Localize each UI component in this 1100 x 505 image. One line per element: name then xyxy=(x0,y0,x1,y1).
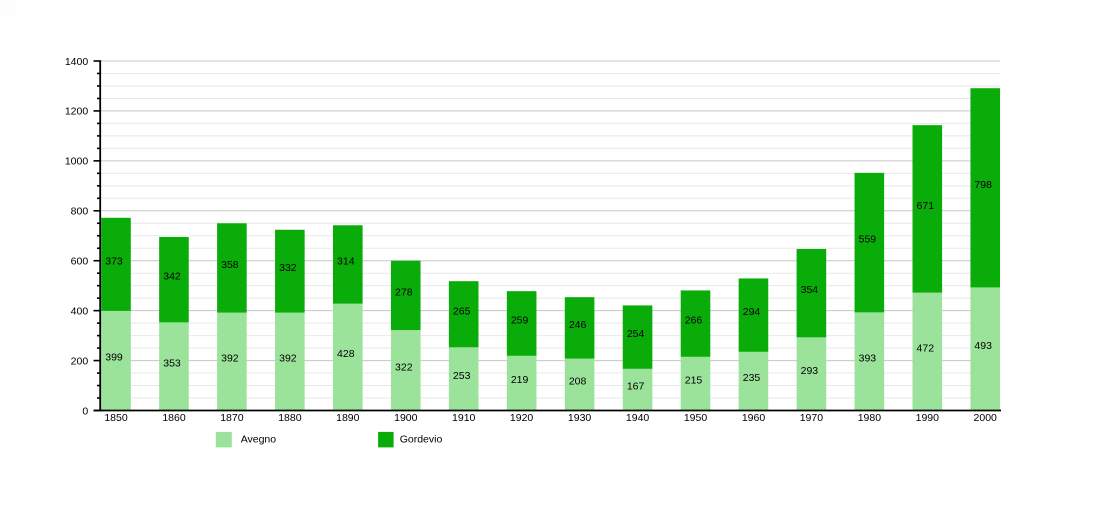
svg-text:472: 472 xyxy=(917,343,935,355)
svg-text:1950: 1950 xyxy=(684,412,708,424)
svg-text:235: 235 xyxy=(743,372,761,384)
svg-text:1850: 1850 xyxy=(104,412,128,424)
svg-text:1000: 1000 xyxy=(65,156,89,168)
svg-text:314: 314 xyxy=(337,256,355,268)
svg-text:1880: 1880 xyxy=(278,412,302,424)
svg-text:1860: 1860 xyxy=(162,412,186,424)
svg-text:1960: 1960 xyxy=(742,412,766,424)
svg-text:342: 342 xyxy=(163,271,181,283)
svg-text:266: 266 xyxy=(685,315,703,327)
svg-text:392: 392 xyxy=(279,353,297,365)
svg-text:1920: 1920 xyxy=(510,412,534,424)
svg-text:1910: 1910 xyxy=(452,412,476,424)
svg-text:215: 215 xyxy=(685,375,703,387)
svg-text:Avegno: Avegno xyxy=(241,434,277,446)
svg-text:1870: 1870 xyxy=(220,412,244,424)
svg-text:393: 393 xyxy=(859,352,877,364)
svg-text:254: 254 xyxy=(627,328,645,340)
svg-text:0: 0 xyxy=(82,405,88,417)
svg-text:208: 208 xyxy=(569,376,587,388)
svg-text:399: 399 xyxy=(105,352,123,364)
svg-text:246: 246 xyxy=(569,319,587,331)
svg-text:1940: 1940 xyxy=(626,412,650,424)
svg-text:219: 219 xyxy=(511,374,529,386)
svg-text:353: 353 xyxy=(163,357,181,369)
svg-text:1900: 1900 xyxy=(394,412,418,424)
svg-text:2000: 2000 xyxy=(974,412,998,424)
svg-text:358: 358 xyxy=(221,259,239,271)
svg-text:392: 392 xyxy=(221,353,239,365)
svg-text:428: 428 xyxy=(337,348,355,360)
svg-text:1980: 1980 xyxy=(858,412,882,424)
svg-text:1990: 1990 xyxy=(916,412,940,424)
svg-text:167: 167 xyxy=(627,381,645,393)
svg-text:559: 559 xyxy=(859,234,877,246)
svg-text:322: 322 xyxy=(395,361,413,373)
svg-text:294: 294 xyxy=(743,306,761,318)
svg-text:1200: 1200 xyxy=(65,106,89,118)
svg-text:265: 265 xyxy=(453,305,471,317)
svg-text:253: 253 xyxy=(453,370,471,382)
svg-text:671: 671 xyxy=(917,200,935,212)
svg-text:1400: 1400 xyxy=(65,56,89,68)
svg-text:600: 600 xyxy=(71,256,89,268)
svg-text:798: 798 xyxy=(974,179,992,191)
svg-text:200: 200 xyxy=(71,355,89,367)
svg-text:400: 400 xyxy=(71,305,89,317)
svg-text:293: 293 xyxy=(801,365,819,377)
svg-text:373: 373 xyxy=(105,255,123,267)
svg-text:278: 278 xyxy=(395,286,413,298)
svg-text:332: 332 xyxy=(279,262,297,274)
svg-text:259: 259 xyxy=(511,315,529,327)
svg-text:1970: 1970 xyxy=(800,412,824,424)
svg-text:354: 354 xyxy=(801,284,819,296)
svg-text:800: 800 xyxy=(71,206,89,218)
svg-text:Gordevio: Gordevio xyxy=(400,434,443,446)
svg-text:1930: 1930 xyxy=(568,412,592,424)
svg-text:1890: 1890 xyxy=(336,412,360,424)
svg-text:493: 493 xyxy=(974,340,992,352)
